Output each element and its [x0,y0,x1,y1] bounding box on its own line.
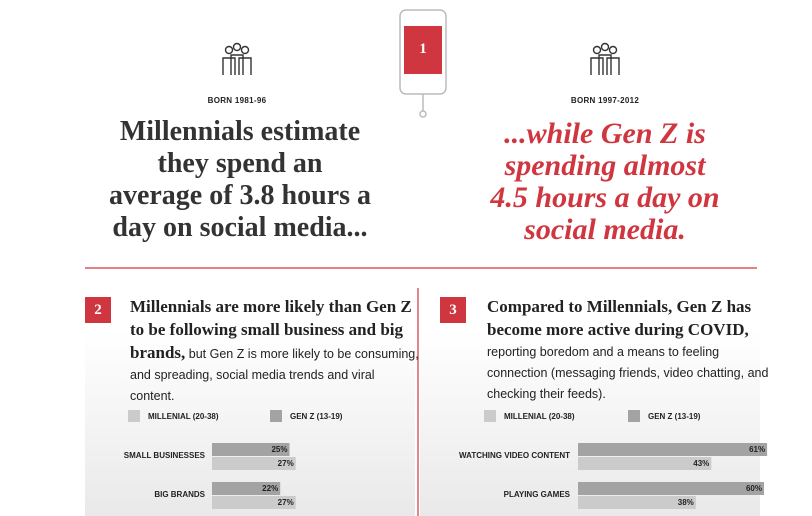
legend-swatch [128,410,140,422]
born-label: BORN 1997-2012 [570,96,640,105]
legend-label: GEN Z (13-19) [290,412,343,421]
text: reporting boredom and a means to feeling… [487,345,769,401]
legend-swatch [270,410,282,422]
headline-line: social media. [524,213,686,246]
value-label: 38% [678,498,694,507]
headline-line: ...while Gen Z is [504,117,706,150]
badge: 2 [85,297,111,323]
phone-icon [399,9,447,118]
text: but Gen Z is more likely to be consuming… [130,347,419,403]
bar [212,482,281,495]
bar [578,457,712,470]
paragraph: Millennials are more likely than Gen Z t… [130,296,420,407]
bar [212,457,296,470]
headline-line: spending almost [504,149,706,182]
bar [212,443,290,456]
bold-text: Millennials are more likely than Gen Z t… [130,297,412,362]
legend-swatch [628,410,640,422]
headline-line: day on social media... [112,212,368,243]
value-label: 27% [278,498,294,507]
headline: ...while Gen Z is spending almost 4.5 hour… [435,118,775,246]
value-label: 43% [693,459,709,468]
legend-label: MILLENIAL (20-38) [504,412,575,421]
bold-text: Compared to Millennials, Gen Z has becom… [487,297,752,339]
headline-line: average of 3.8 hours a [108,180,372,211]
headline-line: 4.5 hours a day on [490,181,720,214]
bar [578,496,696,509]
category-label: SMALL BUSINESSES [124,451,206,460]
headline: Millennials estimate they spend an average… [70,116,410,244]
category-label: PLAYING GAMES [504,490,571,499]
legend-swatch [484,410,496,422]
value-label: 27% [278,459,294,468]
value-label: 61% [749,445,765,454]
people-icon [590,42,620,75]
legend-label: GEN Z (13-19) [648,412,701,421]
value-label: 60% [746,484,762,493]
bar [578,443,768,456]
paragraph: Compared to Millennials, Gen Z has becom… [487,296,772,405]
category-label: BIG BRANDS [154,490,205,499]
headline-line: Millennials estimate [119,116,361,147]
people-icon [222,42,252,75]
bar [212,496,296,509]
born-label: BORN 1981-96 [207,96,267,105]
badge: 1 [410,36,436,62]
value-label: 22% [262,484,278,493]
category-label: WATCHING VIDEO CONTENT [459,451,570,460]
value-label: 25% [271,445,287,454]
headline-line: they spend an [157,148,323,179]
badge: 3 [440,297,466,323]
bar [578,482,764,495]
legend-label: MILLENIAL (20-38) [148,412,219,421]
